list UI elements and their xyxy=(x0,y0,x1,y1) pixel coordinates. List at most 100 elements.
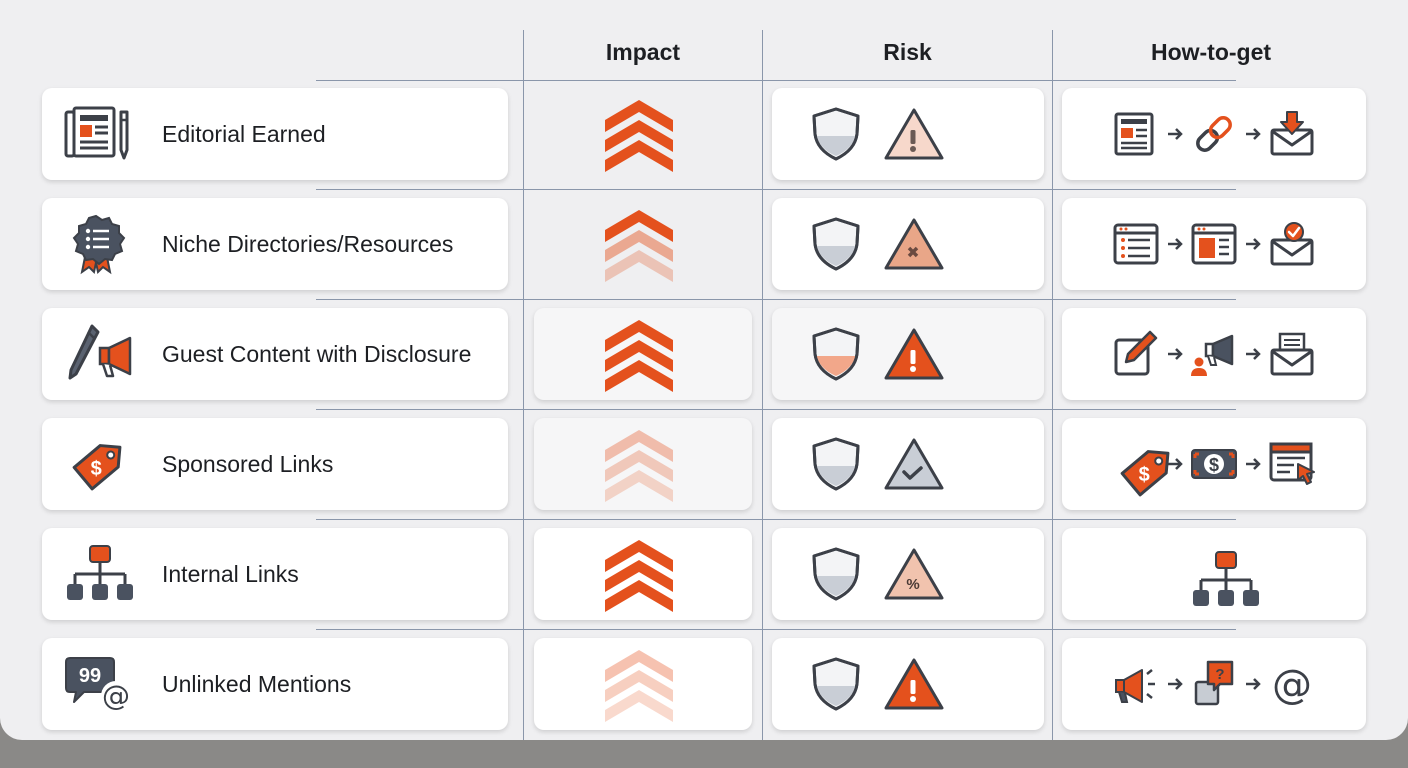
row-label-card: 99 @ Unlinked Mentions xyxy=(42,638,508,730)
row-label-card: Internal Links xyxy=(42,528,508,620)
at-sign-icon: @ xyxy=(1268,660,1316,708)
warning-exclamation-icon xyxy=(884,328,944,380)
row-divider xyxy=(316,629,1236,630)
risk-cell xyxy=(772,88,1044,180)
impact-chevron xyxy=(605,230,673,262)
sitemap-icon xyxy=(1190,550,1259,606)
shield-icon xyxy=(812,547,860,601)
how-to-get-cell: ? @ xyxy=(1062,638,1366,730)
risk-cell xyxy=(772,638,1044,730)
row-label: Editorial Earned xyxy=(162,121,326,147)
arrow-right-icon xyxy=(1168,678,1183,690)
arrow-right-icon xyxy=(1246,238,1261,250)
megaphone-icon xyxy=(1112,660,1160,708)
impact-chevron xyxy=(605,320,673,352)
impact-chevron xyxy=(605,580,673,612)
arrow-right-icon xyxy=(1168,348,1183,360)
risk-cell xyxy=(772,308,1044,400)
impact-cell xyxy=(534,88,752,180)
arrow-right-icon xyxy=(1168,128,1183,140)
inbox-download-icon xyxy=(1268,110,1316,158)
row-divider xyxy=(316,299,1236,300)
row-label-card: Niche Directories/Resources xyxy=(42,198,508,290)
svg-text:99: 99 xyxy=(79,665,101,687)
column-divider xyxy=(523,30,524,740)
row-divider xyxy=(316,80,1236,81)
warning-x-icon xyxy=(884,218,944,270)
newspaper-icon xyxy=(1112,110,1160,158)
browser-cursor-icon xyxy=(1268,440,1316,488)
risk-cell: % xyxy=(772,528,1044,620)
impact-cell xyxy=(534,638,752,730)
impact-chevron xyxy=(605,360,673,392)
how-to-get-cell xyxy=(1062,308,1366,400)
column-divider xyxy=(1052,30,1053,740)
arrow-right-icon xyxy=(1246,128,1261,140)
edit-icon xyxy=(1112,330,1160,378)
impact-chevron xyxy=(605,140,673,172)
row-divider xyxy=(316,519,1236,520)
impact-chevron xyxy=(605,690,673,722)
shield-icon xyxy=(812,437,860,491)
arrow-right-icon xyxy=(1246,458,1261,470)
impact-chevron xyxy=(605,250,673,282)
warning-check-icon xyxy=(884,438,944,490)
chain-link-icon xyxy=(1190,110,1238,158)
layout-window-icon xyxy=(1190,220,1238,268)
envelope-check-icon xyxy=(1268,220,1316,268)
row-label: Sponsored Links xyxy=(162,451,334,477)
warning-exclamation-icon xyxy=(884,108,944,160)
shield-icon xyxy=(812,657,860,711)
warning-percent-icon: % xyxy=(884,548,944,600)
row-label: Internal Links xyxy=(162,561,299,587)
row-label-card: Editorial Earned xyxy=(42,88,508,180)
svg-text:$: $ xyxy=(1209,455,1219,475)
svg-text:@: @ xyxy=(1272,662,1312,708)
arrow-right-icon xyxy=(1168,458,1183,470)
impact-chevron xyxy=(605,540,673,572)
impact-chevron xyxy=(605,670,673,702)
impact-chevron xyxy=(605,450,673,482)
quote-at-icon: 99 @ xyxy=(64,654,136,714)
arrow-right-icon xyxy=(1246,348,1261,360)
row-divider xyxy=(316,409,1236,410)
svg-text:%: % xyxy=(906,576,919,593)
shield-icon xyxy=(812,327,860,381)
impact-chevron xyxy=(605,560,673,592)
risk-cell xyxy=(772,198,1044,290)
row-label-card: Guest Content with Disclosure xyxy=(42,308,508,400)
impact-cell xyxy=(534,308,752,400)
impact-chevron xyxy=(605,120,673,152)
impact-cell xyxy=(534,528,752,620)
pen-megaphone-icon xyxy=(64,324,136,384)
svg-text:?: ? xyxy=(1215,666,1224,683)
newspaper-pen-icon xyxy=(64,104,136,164)
impact-cell xyxy=(534,198,752,290)
impact-chevron xyxy=(605,210,673,242)
impact-chevron xyxy=(605,430,673,462)
shield-icon xyxy=(812,217,860,271)
arrow-right-icon xyxy=(1168,238,1183,250)
badge-list-icon xyxy=(64,214,136,275)
row-label: Unlinked Mentions xyxy=(162,671,352,697)
price-tag-icon: $ xyxy=(1112,440,1170,497)
how-to-get-cell xyxy=(1062,528,1366,620)
impact-chevron xyxy=(605,100,673,132)
row-label: Guest Content with Disclosure xyxy=(162,341,472,367)
how-to-get-cell xyxy=(1062,198,1366,290)
how-to-get-cell xyxy=(1062,88,1366,180)
warning-exclamation-icon xyxy=(884,658,944,710)
shield-icon xyxy=(812,107,860,161)
risk-cell xyxy=(772,418,1044,510)
column-divider xyxy=(762,30,763,740)
price-tag-icon: $ xyxy=(64,434,136,494)
risk-column-header: Risk xyxy=(883,39,932,65)
person-megaphone-icon xyxy=(1190,330,1238,378)
question-box-icon: ? xyxy=(1190,660,1238,708)
dollar-bill-icon: $ xyxy=(1190,440,1238,488)
impact-chevron xyxy=(605,340,673,372)
comparison-board: Impact Risk How-to-get Editorial Earned xyxy=(42,30,1366,740)
svg-text:@: @ xyxy=(102,679,130,712)
impact-cell xyxy=(534,418,752,510)
row-label-card: $ Sponsored Links xyxy=(42,418,508,510)
